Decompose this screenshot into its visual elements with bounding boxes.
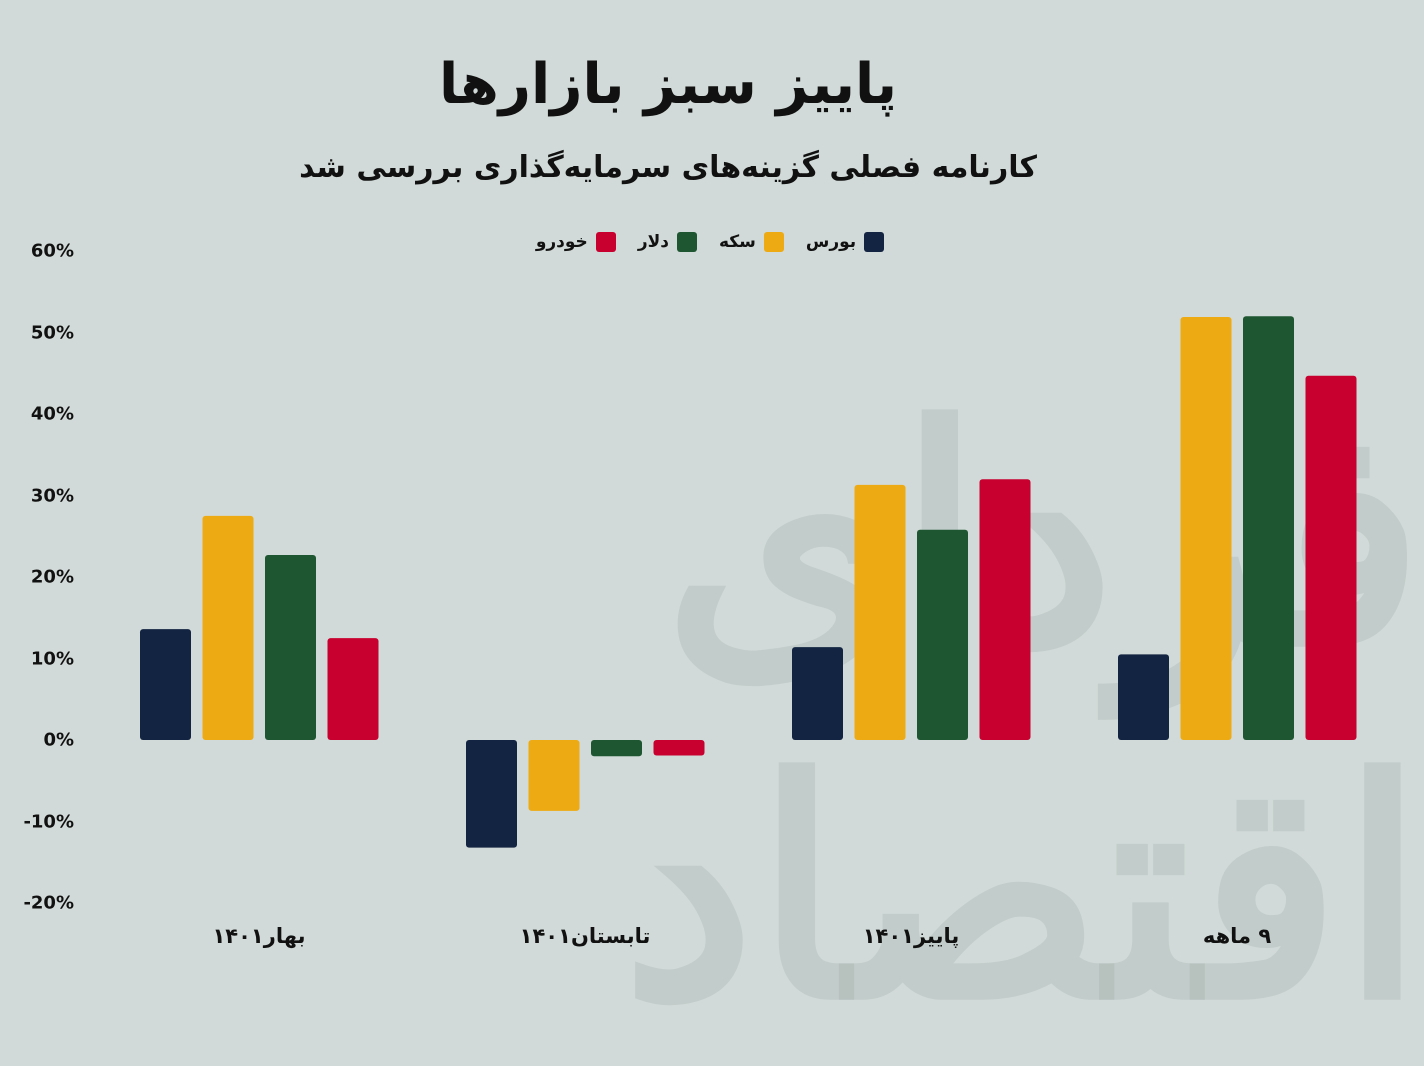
legend: بورس سکه دلار خودرو	[0, 232, 1420, 252]
legend-item-car: خودرو	[536, 232, 616, 252]
x-category-label: بهار۱۴۰۱	[212, 924, 306, 948]
y-tick-label: 40%	[30, 403, 74, 425]
y-tick-label: 0%	[43, 729, 74, 751]
chart-subtitle: کارنامه فصلی گزینه‌های سرمایه‌گذاری بررس…	[299, 150, 1037, 185]
x-category-label: ۹ ماهه	[1202, 924, 1272, 948]
y-tick-label: 60%	[30, 240, 74, 262]
y-tick-label: 10%	[30, 648, 74, 669]
bar-car-2	[979, 479, 1031, 740]
y-tick-label: -10%	[23, 811, 74, 832]
bar-dollar-0	[265, 554, 316, 740]
bar-dollar-3	[1243, 316, 1294, 740]
bar-dollar-2	[917, 529, 968, 740]
x-category-label: پاییز۱۴۰۱	[862, 924, 960, 948]
bar-coin-0	[202, 515, 254, 740]
legend-label-car: خودرو	[535, 232, 588, 252]
bar-car-0	[327, 638, 379, 740]
y-tick-label: -20%	[23, 892, 74, 914]
bar-bourse-2	[792, 647, 843, 740]
bar-coin-1	[528, 740, 580, 811]
bar-car-1	[653, 740, 705, 756]
bar-dollar-1	[591, 740, 642, 757]
legend-swatch-coin	[763, 232, 784, 252]
legend-item-coin: سکه	[719, 232, 784, 252]
y-tick-label: 20%	[30, 566, 74, 588]
bar-bourse-0	[140, 629, 191, 740]
bar-bourse-1	[466, 740, 517, 848]
bar-coin-2	[854, 484, 906, 740]
legend-swatch-car	[595, 232, 616, 252]
y-tick-label: 50%	[30, 322, 74, 343]
chart-title: پاییز سبز بازارها	[438, 52, 898, 117]
legend-item-dollar: دلار	[638, 232, 697, 252]
bar-car-3	[1305, 375, 1357, 740]
x-category-label: تابستان۱۴۰۱	[519, 924, 651, 948]
legend-item-bourse: بورس	[805, 232, 885, 252]
bar-plot-area	[140, 316, 1357, 848]
bar-bourse-3	[1118, 654, 1169, 740]
legend-swatch-dollar	[676, 232, 697, 252]
legend-label-coin: سکه	[718, 232, 756, 252]
y-tick-label: 30%	[30, 485, 74, 506]
legend-swatch-bourse	[864, 232, 885, 252]
legend-label-dollar: دلار	[637, 232, 669, 252]
legend-label-bourse: بورس	[805, 232, 857, 252]
bar-coin-3	[1180, 317, 1232, 740]
